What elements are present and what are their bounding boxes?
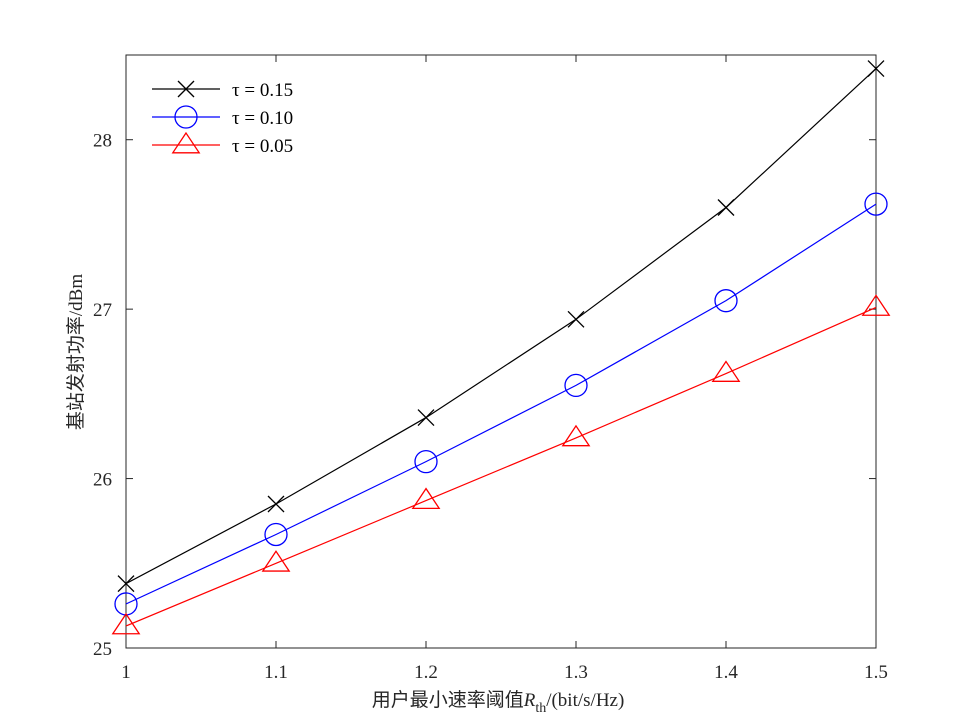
x-tick-label: 1.2 — [414, 662, 438, 683]
series-x — [117, 60, 885, 593]
data-point-marker — [117, 575, 135, 593]
legend-label: τ = 0.10 — [232, 108, 293, 129]
x-axis-title-subscript: th — [535, 701, 546, 716]
legend-item: τ = 0.15 — [152, 80, 293, 101]
x-axis-title-main: 用户最小速率阈值 — [372, 689, 524, 711]
series-line — [125, 203, 877, 605]
data-point-marker — [111, 612, 141, 635]
x-tick-label: 1.1 — [264, 662, 288, 683]
legend-item: τ = 0.10 — [152, 105, 293, 129]
x-axis-title-unit: /(bit/s/Hz) — [546, 690, 624, 711]
data-point-marker — [567, 310, 585, 328]
x-axis-title-symbol: R — [523, 690, 536, 711]
legend-swatch-marker — [177, 80, 195, 98]
series-line — [125, 68, 877, 585]
legend-label: τ = 0.15 — [232, 80, 293, 101]
data-point-marker — [414, 449, 438, 474]
x-tick-label: 1.4 — [714, 662, 738, 683]
data-point-marker — [564, 373, 588, 398]
data-point-marker — [261, 550, 291, 572]
data-point-marker — [411, 487, 441, 510]
series-group — [111, 60, 891, 635]
data-point-marker — [714, 289, 738, 313]
x-tick-label: 1.3 — [564, 662, 588, 683]
series-line — [125, 306, 877, 627]
y-tick-label: 26 — [93, 470, 112, 491]
legend-swatch-marker — [174, 105, 198, 129]
data-point-marker — [561, 424, 591, 447]
legend-item: τ = 0.05 — [152, 131, 293, 157]
data-point-marker — [864, 192, 888, 216]
plot-frame — [125, 54, 877, 649]
axes — [125, 54, 877, 649]
series-circle — [114, 192, 888, 616]
y-tick-label: 27 — [93, 300, 112, 321]
series-triangle — [111, 294, 891, 635]
ticks: 1 1.1 1.2 1.3 1.4 1.5 25 26 27 28 — [93, 55, 888, 683]
x-tick-label: 1.5 — [864, 662, 888, 683]
data-point-marker — [267, 495, 285, 513]
legend-swatch-marker — [171, 131, 201, 154]
data-point-marker — [867, 60, 885, 78]
x-tick-label: 1 — [121, 662, 131, 683]
y-tick-label: 25 — [93, 639, 112, 660]
data-point-marker — [717, 199, 735, 216]
x-axis-title: 用户最小速率阈值Rth/(bit/s/Hz) — [372, 689, 625, 716]
legend-label: τ = 0.05 — [232, 136, 293, 157]
data-point-marker — [264, 522, 288, 547]
data-point-marker — [711, 360, 741, 382]
y-axis-title: 基站发射功率/dBm — [65, 274, 87, 430]
legend: τ = 0.15 τ = 0.10 τ = 0.05 — [152, 80, 293, 157]
y-tick-label: 28 — [93, 131, 112, 152]
data-point-marker — [417, 409, 435, 427]
data-point-marker — [861, 294, 891, 316]
